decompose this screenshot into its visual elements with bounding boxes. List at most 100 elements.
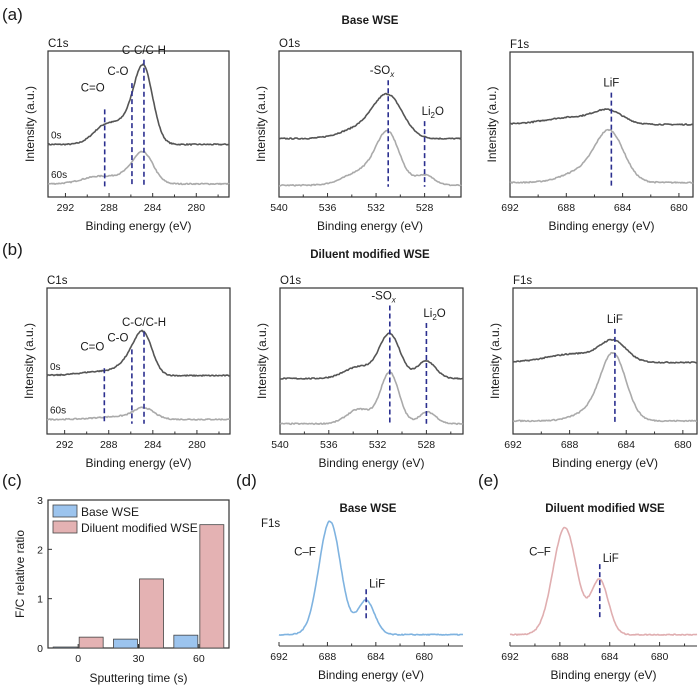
plot-frame <box>509 51 694 198</box>
region-label: F1s <box>261 518 280 530</box>
x-tick-label: 284 <box>144 202 162 214</box>
series-label-60s: 60s <box>51 170 67 181</box>
region-label: O1s <box>280 275 301 287</box>
y-tick-label: 0 <box>37 643 43 655</box>
bar-diluent-30 <box>139 578 164 649</box>
spectrum-60s <box>279 371 464 426</box>
chart-b-F1s: 692 688 684 680 Binding energy (eV) Intensity… <box>488 275 698 470</box>
x-tick-label: 684 <box>617 439 635 451</box>
legend-label: Diluent modified WSE <box>81 521 198 535</box>
spectrum-0s <box>278 92 462 140</box>
x-tick-label: 292 <box>56 439 74 451</box>
peak-label: LiF <box>607 314 623 326</box>
region-label: O1s <box>279 38 300 50</box>
peak-label: C-O <box>107 332 128 344</box>
x-tick-label: 532 <box>367 202 385 214</box>
y-axis-label: Intensity (a.u.) <box>22 323 36 399</box>
peak-label: Li2O <box>423 308 445 322</box>
legend-swatch <box>52 520 78 534</box>
bar-diluent-0 <box>78 636 104 649</box>
y-axis-label: F/C relative ratio <box>13 530 27 618</box>
x-tick-label: 688 <box>558 202 576 214</box>
x-tick-label: 692 <box>504 439 522 451</box>
x-tick-label: 30 <box>133 653 145 665</box>
legend-swatch <box>52 504 78 518</box>
x-tick-label: 0 <box>75 653 81 665</box>
x-tick-label: 688 <box>319 651 337 663</box>
region-label: F1s <box>510 39 529 51</box>
x-tick-label: 528 <box>416 202 434 214</box>
plot-frame <box>512 287 698 435</box>
row-title-base: Base WSE <box>342 15 399 27</box>
region-label: F1s <box>513 275 532 287</box>
x-tick-label: 288 <box>100 439 118 451</box>
x-tick-label: 528 <box>418 439 436 451</box>
chart-e-F1s: 692 688 684 680 Binding energy (eV) LiF C–F <box>501 526 698 682</box>
peak-label: C=O <box>81 82 105 94</box>
chart-a-O1s: 540 536 532 528 Binding energy (eV) Intensity… <box>254 38 462 233</box>
x-tick-label: 680 <box>674 439 692 451</box>
y-axis-label: Intensity (a.u.) <box>23 86 37 162</box>
chart-a-C1s: 292 288 284 280 Binding energy (eV) Intensity… <box>23 38 230 233</box>
panel-label-e: (e) <box>478 471 499 490</box>
peak-label: C-C/C-H <box>122 317 166 329</box>
x-tick-label: 680 <box>651 651 669 663</box>
x-tick-label: 684 <box>601 651 619 663</box>
spectrum-0s <box>46 329 231 377</box>
x-tick-label: 60 <box>193 653 205 665</box>
peak-annotation: C–F <box>529 546 551 558</box>
peak-label: C-C/C-H <box>122 45 166 57</box>
plot-frame <box>279 287 464 435</box>
x-tick-label: 280 <box>188 202 206 214</box>
peak-label: Li2O <box>422 106 444 120</box>
spectrum-0s <box>512 338 698 364</box>
y-axis-label: Intensity (a.u.) <box>254 86 268 162</box>
series-label-0s: 0s <box>51 131 62 142</box>
title-d: Base WSE <box>340 503 397 515</box>
peak-label: -SOx <box>371 291 396 305</box>
x-tick-label: 280 <box>188 439 206 451</box>
row-title-diluent: Diluent modified WSE <box>310 249 430 261</box>
spectrum-0s <box>279 332 464 380</box>
x-axis-label: Binding energy (eV) <box>318 668 424 682</box>
spectrum-60s <box>46 406 230 421</box>
bar-diluent-60 <box>199 524 225 649</box>
x-tick-label: 688 <box>561 439 579 451</box>
x-tick-label: 684 <box>367 651 385 663</box>
panel-label-b: (b) <box>2 240 23 259</box>
panel-label-a: (a) <box>2 5 23 24</box>
peak-label: C-O <box>107 66 128 78</box>
y-tick-label: 1 <box>37 594 43 606</box>
spectrum-60s <box>512 351 698 423</box>
x-axis-label: Binding energy (eV) <box>85 219 191 233</box>
x-tick-label: 288 <box>100 202 118 214</box>
plot-frame <box>46 287 231 435</box>
bar-base-0 <box>52 646 78 649</box>
title-e: Diluent modified WSE <box>545 503 665 515</box>
x-tick-label: 536 <box>319 202 337 214</box>
x-tick-label: 536 <box>320 439 338 451</box>
peak-annotation: C–F <box>294 546 316 558</box>
region-label: C1s <box>48 38 69 50</box>
x-tick-label: 692 <box>270 651 288 663</box>
x-axis-label: Binding energy (eV) <box>85 456 191 470</box>
y-axis-label: Intensity (a.u.) <box>485 86 499 162</box>
x-tick-label: 684 <box>614 202 632 214</box>
spectrum-60s <box>509 128 694 184</box>
bar-base-30 <box>113 638 138 649</box>
x-tick-label: 284 <box>144 439 162 451</box>
peak-label: LiF <box>603 78 619 90</box>
x-axis-label: Binding energy (eV) <box>318 456 424 470</box>
x-tick-label: 292 <box>57 202 75 214</box>
chart-b-C1s: 292 288 284 280 Binding energy (eV) Intensity… <box>22 275 231 470</box>
y-axis-label: Intensity (a.u.) <box>488 323 502 399</box>
series-label-0s: 0s <box>50 362 61 373</box>
x-tick-label: 540 <box>271 439 289 451</box>
peak-label: LiF <box>369 578 385 590</box>
chart-b-O1s: 540 536 532 528 Binding energy (eV) Intensity… <box>255 275 464 470</box>
x-tick-label: 680 <box>415 651 433 663</box>
plot-frame <box>47 50 230 198</box>
legend-label: Base WSE <box>81 505 139 519</box>
